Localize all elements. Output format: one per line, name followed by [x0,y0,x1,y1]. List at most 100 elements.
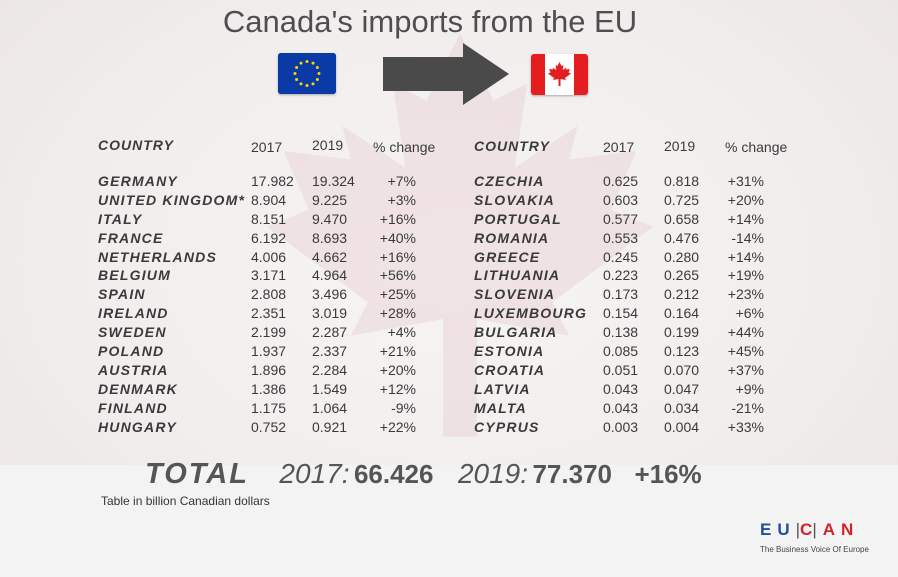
logo-letter-a: A [822,520,842,539]
right-value-2017: 0.154 [603,305,639,322]
right-country-name: CZECHIA [474,173,545,189]
logo-bar: | [795,520,801,539]
left-country-name: BELGIUM [98,267,171,284]
total-year-2017: 2017: [279,458,350,489]
left-header-2019: 2019 [312,137,344,153]
logo-letters: EU|C|AN [760,520,875,540]
right-value-2019: 0.818 [664,173,700,189]
left-value-2017: 8.904 [251,191,287,208]
eucan-logo: EU|C|AN The Business Voice Of Europe [760,520,875,554]
left-change-cell: +28% [379,305,416,322]
right-country-name: CROATIA [474,361,546,378]
right-value-2017: 0.051 [603,361,639,378]
left-change-cell: +3% [387,191,416,208]
eu-star-icon [315,78,319,81]
left-value-2017: 1.937 [251,343,287,360]
left-value-2019: 1.064 [312,399,348,416]
right-value-2019: 0.199 [664,324,700,341]
left-country-name: GERMANY [98,173,178,189]
logo-letter-n: N [841,520,860,539]
right-country-name: SLOVAKIA [474,191,555,208]
right-change-cell: +19% [727,267,764,284]
logo-bar-2: | [812,520,823,539]
left-header-change: % change [373,139,436,155]
left-country-name: POLAND [98,343,165,360]
left-change-cell: +40% [379,229,416,246]
left-value-2019: 2.284 [312,361,348,378]
right-country-name: LUXEMBOURG [474,305,588,322]
right-header-country: COUNTRY [474,138,550,154]
right-value-2017: 0.245 [603,248,639,265]
right-country-name: CYPRUS [474,418,540,435]
right-country-name: LITHUANIA [474,267,561,284]
left-country-name: FRANCE [98,229,164,246]
right-country-name: SLOVENIA [474,286,556,303]
right-value-2017: 0.603 [603,191,639,208]
left-value-2017: 1.386 [251,380,287,397]
logo-tagline: The Business Voice Of Europe [760,545,869,554]
left-country-name: IRELAND [98,305,169,322]
left-change-column: +7% +3% +16% +40% +16% +56% +25% +28% +4% +21% +20… [370,172,416,436]
right-change-cell: +31% [727,173,764,189]
logo-letter-e: E [760,520,778,539]
eu-flag-icon [278,53,336,94]
unit-note: Table in billion Canadian dollars [101,494,270,508]
right-header-change: % change [725,139,788,155]
right-value-2019: 0.280 [664,248,700,265]
left-country-name: AUSTRIA [98,361,169,378]
left-value-2019: 9.225 [312,191,348,208]
page-title: Canada's imports from the EU [222,4,638,39]
left-value-2019: 0.921 [312,418,348,435]
right-country-name: PORTUGAL [474,210,562,227]
left-value-2017: 2.808 [251,286,287,303]
right-2019-column: 0.818 0.725 0.658 0.476 0.280 0.265 0.212 0.164… [664,172,724,436]
total-year-2019: 2019: [457,458,529,489]
maple-leaf-watermark [266,33,654,437]
left-value-2017: 8.151 [251,210,287,227]
left-change-cell: +21% [379,343,416,360]
right-change-cell: +6% [735,305,764,322]
right-value-2017: 0.003 [603,418,639,435]
right-value-2019: 0.725 [664,191,700,208]
right-value-2019: 0.123 [664,343,700,360]
right-country-name: ROMANIA [474,229,550,246]
right-change-cell: -21% [731,399,764,416]
left-2017-column: 17.982 8.904 8.151 6.192 4.006 3.171 2.808 2.35… [251,172,311,436]
canada-flag-icon [531,54,588,95]
left-value-2017: 3.171 [251,267,287,284]
left-header-2017: 2017 [251,139,283,155]
left-value-2019: 2.337 [312,343,348,360]
right-change-cell: +45% [727,343,764,360]
right-change-cell: -14% [731,229,764,246]
left-country-name: NETHERLANDS [98,248,217,265]
left-change-cell: +12% [379,380,416,397]
right-value-2019: 0.070 [664,361,700,378]
eu-star-icon [305,60,309,63]
left-value-2019: 4.662 [312,248,348,265]
left-value-2017: 6.192 [251,229,287,246]
left-2019-column: 19.324 9.225 9.470 8.693 4.662 4.964 3.496 3.01… [312,172,372,436]
left-change-cell: -9% [391,399,416,416]
eu-star-icon [299,61,303,65]
right-change-cell: +14% [727,248,764,265]
eu-star-icon [293,72,297,75]
right-country-name: LATVIA [474,380,531,397]
total-change: +16% [634,459,702,489]
left-change-cell: +25% [379,286,416,303]
eu-star-icon [315,66,319,69]
right-change-cell: +14% [727,210,764,227]
right-value-2017: 0.223 [603,267,639,284]
right-value-2019: 0.034 [664,399,700,416]
left-value-2017: 1.175 [251,399,287,416]
eu-star-icon [317,72,321,75]
left-value-2019: 2.287 [312,324,348,341]
footer-band [0,465,898,577]
left-value-2019: 1.549 [312,380,348,397]
left-change-cell: +4% [387,324,416,341]
left-country-name: SPAIN [98,286,146,303]
left-value-2019: 8.693 [312,229,348,246]
arrow-right-icon [383,43,509,105]
right-value-2019: 0.047 [664,380,700,397]
left-country-name: ITALY [98,210,143,227]
left-value-2019: 3.496 [312,286,348,303]
